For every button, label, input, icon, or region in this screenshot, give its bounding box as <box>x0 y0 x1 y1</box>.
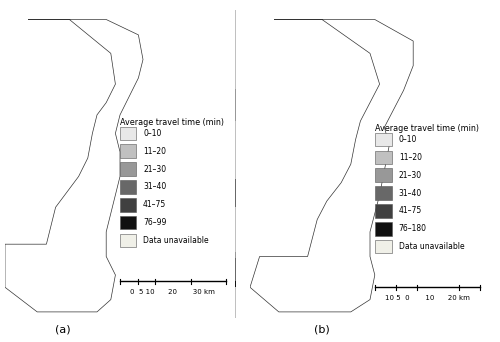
Bar <box>375 204 392 218</box>
Text: (b): (b) <box>314 324 330 334</box>
PathPatch shape <box>0 0 258 342</box>
Bar <box>375 150 392 164</box>
Bar <box>120 144 136 158</box>
Bar <box>120 198 136 212</box>
Text: 0–10: 0–10 <box>399 135 417 144</box>
Bar <box>120 234 136 247</box>
Text: 21–30: 21–30 <box>399 171 422 180</box>
Text: Data unavailable: Data unavailable <box>399 242 464 251</box>
Bar <box>375 186 392 200</box>
Bar <box>375 133 392 146</box>
Bar <box>375 169 392 182</box>
Bar <box>120 127 136 140</box>
Text: (a): (a) <box>54 324 70 334</box>
Text: 76–99: 76–99 <box>143 218 167 227</box>
Text: 41–75: 41–75 <box>143 200 167 209</box>
PathPatch shape <box>226 0 500 342</box>
Text: 0  5 10      20       30 km: 0 5 10 20 30 km <box>130 289 216 295</box>
Bar <box>120 162 136 176</box>
Bar <box>375 240 392 253</box>
Bar <box>375 222 392 236</box>
Text: Average travel time (min): Average travel time (min) <box>375 124 479 133</box>
Text: 76–180: 76–180 <box>399 224 427 233</box>
Text: Average travel time (min): Average travel time (min) <box>120 118 224 127</box>
Bar <box>120 180 136 194</box>
Text: 41–75: 41–75 <box>399 207 422 215</box>
Bar <box>120 216 136 229</box>
Text: Data unavailable: Data unavailable <box>143 236 208 245</box>
Text: 10 5  0       10      20 km: 10 5 0 10 20 km <box>385 295 470 301</box>
Text: 11–20: 11–20 <box>399 153 422 162</box>
Text: 21–30: 21–30 <box>143 165 166 174</box>
Text: 0–10: 0–10 <box>143 129 162 138</box>
Text: 31–40: 31–40 <box>399 188 422 198</box>
Text: 11–20: 11–20 <box>143 147 166 156</box>
Text: 31–40: 31–40 <box>143 182 167 192</box>
